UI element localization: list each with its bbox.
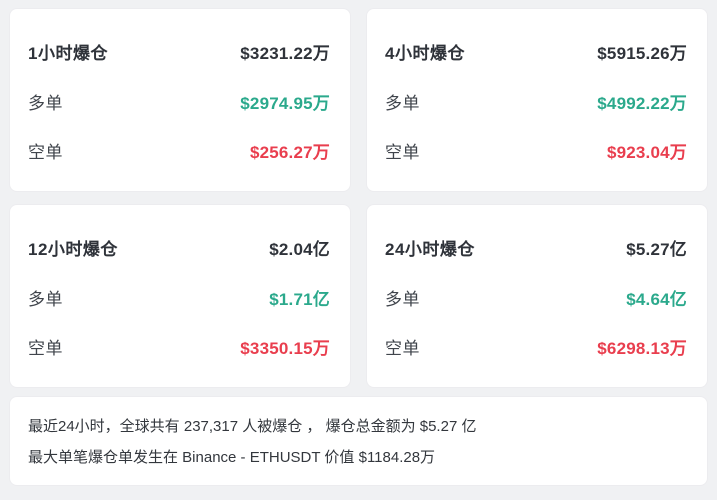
short-row: 空单 $3350.15万 [28,334,330,359]
long-row: 多单 $4992.22万 [385,89,687,114]
short-label: 空单 [28,339,63,358]
long-liquidation-value: $4.64亿 [626,289,687,309]
long-label: 多单 [28,93,63,113]
long-liquidation-value: $4992.22万 [597,93,687,113]
card-header-row: 1小时爆仓 $3231.22万 [28,39,330,64]
liquidation-card-1h: 1小时爆仓 $3231.22万 多单 $2974.95万 空单 $256.27万 [9,8,351,192]
long-label: 多单 [28,289,63,309]
long-row: 多单 $2974.95万 [28,89,330,114]
short-label: 空单 [385,143,420,162]
long-liquidation-value: $2974.95万 [240,93,330,113]
liquidation-card-12h: 12小时爆仓 $2.04亿 多单 $1.71亿 空单 $3350.15万 [9,204,351,388]
card-title: 4小时爆仓 [385,44,465,63]
long-label: 多单 [385,289,420,309]
short-row: 空单 $923.04万 [385,138,687,163]
card-header-row: 12小时爆仓 $2.04亿 [28,235,330,260]
short-liquidation-value: $3350.15万 [240,339,330,358]
liquidation-card-24h: 24小时爆仓 $5.27亿 多单 $4.64亿 空单 $6298.13万 [366,204,708,388]
card-header-row: 4小时爆仓 $5915.26万 [385,39,687,64]
liquidation-card-4h: 4小时爆仓 $5915.26万 多单 $4992.22万 空单 $923.04万 [366,8,708,192]
total-liquidation-value: $5.27亿 [626,240,687,259]
long-label: 多单 [385,93,420,113]
summary-line-2: 最大单笔爆仓单发生在 Binance - ETHUSDT 价值 $1184.28… [28,449,436,466]
long-liquidation-value: $1.71亿 [269,289,330,309]
total-liquidation-value: $5915.26万 [597,44,687,63]
short-row: 空单 $256.27万 [28,138,330,163]
short-row: 空单 $6298.13万 [385,334,687,359]
card-title: 24小时爆仓 [385,240,475,259]
long-row: 多单 $1.71亿 [28,285,330,310]
card-title: 1小时爆仓 [28,44,108,63]
short-label: 空单 [385,339,420,358]
long-row: 多单 $4.64亿 [385,285,687,310]
short-liquidation-value: $6298.13万 [597,339,687,358]
short-liquidation-value: $256.27万 [249,143,330,162]
liquidation-summary-card: 最近24小时，全球共有 237,317 人被爆仓 ， 爆仓总金额为 $5.27 … [9,396,708,486]
card-title: 12小时爆仓 [28,240,118,259]
short-liquidation-value: $923.04万 [606,143,687,162]
short-label: 空单 [28,143,63,162]
stat-card-grid: 1小时爆仓 $3231.22万 多单 $2974.95万 空单 $256.27万… [9,8,708,388]
total-liquidation-value: $2.04亿 [269,240,330,259]
card-header-row: 24小时爆仓 $5.27亿 [385,235,687,260]
summary-line-1: 最近24小时，全球共有 237,317 人被爆仓 ， 爆仓总金额为 $5.27 … [28,418,477,435]
total-liquidation-value: $3231.22万 [240,44,330,63]
